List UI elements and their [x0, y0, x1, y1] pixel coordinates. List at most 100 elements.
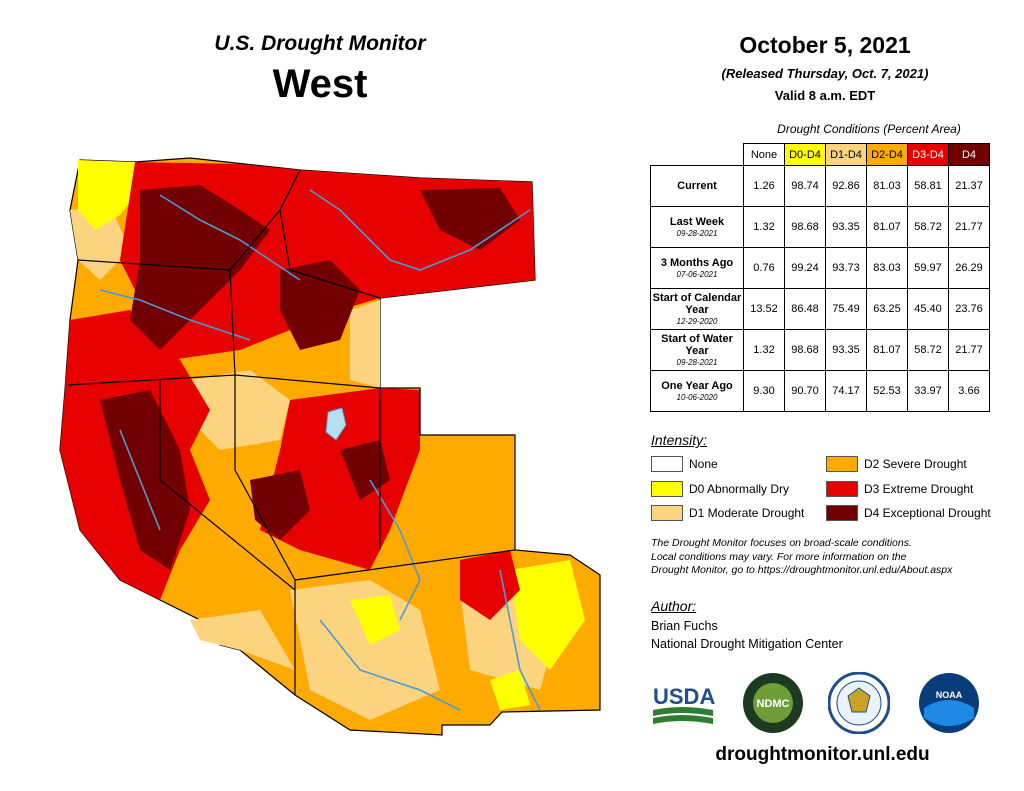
legend-swatch: [651, 456, 683, 472]
table-cell: 86.48: [784, 288, 826, 330]
table-row: Start of Calendar Year 12-29-2020 13.52 86.…: [650, 288, 990, 330]
table-caption: Drought Conditions (Percent Area): [777, 122, 961, 136]
col-header-d0-d4: D0-D4: [784, 143, 826, 166]
row-label: 3 Months Ago 07-06-2021: [650, 247, 744, 289]
author-name: Brian Fuchs: [651, 619, 718, 633]
table-cell: 21.77: [948, 329, 990, 371]
commerce-logo-svg: [827, 671, 891, 735]
legend-label: D1 Moderate Drought: [689, 506, 805, 520]
commerce-logo: [827, 671, 891, 735]
legend-label: D2 Severe Drought: [864, 457, 967, 471]
disclaimer-note: The Drought Monitor focuses on broad-sca…: [651, 537, 1011, 578]
table-cell: 81.03: [866, 165, 908, 207]
table-cell: 23.76: [948, 288, 990, 330]
table-cell: 21.77: [948, 206, 990, 248]
table-row: Current 1.26 98.74 92.86 81.03 58.81 21.37: [650, 165, 990, 207]
legend-swatch: [651, 481, 683, 497]
note-line: Drought Monitor, go to https://droughtmo…: [651, 564, 953, 576]
table-row: One Year Ago 10-06-2020 9.30 90.70 74.17 52.5…: [650, 370, 990, 412]
legend-label: D4 Exceptional Drought: [864, 506, 991, 520]
table-cell: 98.68: [784, 206, 826, 248]
legend-label: D3 Extreme Drought: [864, 482, 974, 496]
usda-logo-svg: USDA: [653, 684, 715, 724]
map-date: October 5, 2021: [739, 32, 911, 58]
row-label: Last Week 09-28-2021: [650, 206, 744, 248]
product-title: U.S. Drought Monitor: [214, 32, 426, 55]
row-label-text: Last Week: [669, 216, 725, 229]
table-cell: 93.73: [825, 247, 867, 289]
table-cell: 63.25: [866, 288, 908, 330]
table-cell: 0.76: [743, 247, 785, 289]
table-cell: 92.86: [825, 165, 867, 207]
table-body: Current 1.26 98.74 92.86 81.03 58.81 21.37 Last…: [650, 165, 990, 412]
table-cell: 90.70: [784, 370, 826, 412]
table-cell: 58.81: [907, 165, 949, 207]
usda-logo: USDA: [651, 680, 715, 728]
noaa-logo: NOAA: [918, 672, 980, 734]
d0-areas: [78, 160, 585, 710]
usda-text: USDA: [653, 684, 715, 709]
release-date: (Released Thursday, Oct. 7, 2021): [721, 66, 929, 81]
table-cell: 81.07: [866, 329, 908, 371]
drought-map: [40, 150, 610, 790]
table-cell: 74.17: [825, 370, 867, 412]
ndmc-logo: NDMC: [742, 672, 804, 734]
note-line: The Drought Monitor focuses on broad-sca…: [651, 537, 912, 549]
legend-heading: Intensity:: [651, 432, 708, 448]
table-row: 3 Months Ago 07-06-2021 0.76 99.24 93.73 83.0…: [650, 247, 990, 289]
table-cell: 9.30: [743, 370, 785, 412]
ndmc-text: NDMC: [757, 698, 790, 710]
row-label-text: Start of Water Year: [661, 332, 733, 358]
legend-swatch: [826, 456, 858, 472]
table-cell: 33.97: [907, 370, 949, 412]
table-cell: 1.32: [743, 206, 785, 248]
table-cell: 99.24: [784, 247, 826, 289]
table-cell: 59.97: [907, 247, 949, 289]
table-header-row: None D0-D4 D1-D4 D2-D4 D3-D4 D4: [650, 143, 990, 166]
drought-conditions-table: None D0-D4 D1-D4 D2-D4 D3-D4 D4 Current 1…: [650, 143, 990, 412]
col-header-d2-d4: D2-D4: [866, 143, 908, 166]
table-cell: 3.66: [948, 370, 990, 412]
row-label: Current: [650, 165, 744, 207]
table-cell: 58.72: [907, 206, 949, 248]
region-title: West: [272, 62, 368, 106]
table-corner: [650, 143, 744, 166]
table-cell: 81.07: [866, 206, 908, 248]
legend-swatch: [651, 505, 683, 521]
legend-swatch: [826, 481, 858, 497]
col-header-d1-d4: D1-D4: [825, 143, 867, 166]
table-cell: 13.52: [743, 288, 785, 330]
row-label-date: 09-28-2021: [676, 228, 718, 238]
col-header-none: None: [743, 143, 785, 166]
website-url[interactable]: droughtmonitor.unl.edu: [715, 744, 930, 765]
row-label-text: 3 Months Ago: [660, 257, 734, 270]
noaa-logo-svg: NOAA: [919, 673, 979, 733]
table-cell: 75.49: [825, 288, 867, 330]
row-label-date: 07-06-2021: [676, 269, 718, 279]
table-cell: 98.74: [784, 165, 826, 207]
drought-map-svg: [59, 157, 601, 736]
row-label: One Year Ago 10-06-2020: [650, 370, 744, 412]
row-label-date: 10-06-2020: [676, 392, 718, 402]
legend-swatch: [826, 505, 858, 521]
table-cell: 93.35: [825, 329, 867, 371]
noaa-text: NOAA: [936, 690, 963, 700]
author-heading: Author:: [651, 598, 697, 614]
table-row: Last Week 09-28-2021 1.32 98.68 93.35 81.07 58…: [650, 206, 990, 248]
great-salt-lake: [325, 407, 347, 441]
rivers: [99, 189, 541, 711]
row-label-text: Start of Calendar Year: [652, 291, 742, 317]
row-label: Start of Calendar Year 12-29-2020: [650, 288, 744, 330]
col-header-d3-d4: D3-D4: [907, 143, 949, 166]
note-line: Local conditions may vary. For more info…: [651, 550, 907, 563]
table-cell: 93.35: [825, 206, 867, 248]
table-cell: 1.26: [743, 165, 785, 207]
state-borders: [67, 169, 516, 695]
row-label-date: 09-28-2021: [676, 358, 718, 368]
table-cell: 1.32: [743, 329, 785, 371]
ndmc-logo-svg: NDMC: [743, 673, 803, 733]
table-cell: 26.29: [948, 247, 990, 289]
table-cell: 45.40: [907, 288, 949, 330]
table-cell: 52.53: [866, 370, 908, 412]
row-label-text: Current: [677, 179, 717, 192]
